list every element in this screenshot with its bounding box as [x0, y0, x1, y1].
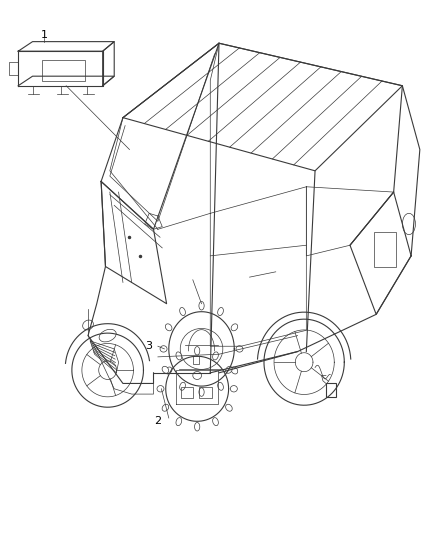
Ellipse shape [199, 388, 204, 397]
Ellipse shape [212, 352, 219, 360]
Ellipse shape [218, 308, 223, 316]
Ellipse shape [162, 366, 169, 373]
Ellipse shape [226, 404, 232, 411]
Ellipse shape [162, 404, 169, 411]
Ellipse shape [194, 346, 200, 355]
Ellipse shape [230, 385, 237, 392]
Ellipse shape [157, 385, 164, 392]
Ellipse shape [165, 324, 172, 331]
Ellipse shape [176, 418, 182, 426]
Ellipse shape [218, 382, 223, 390]
Ellipse shape [180, 308, 185, 316]
Ellipse shape [231, 367, 238, 374]
Text: 2: 2 [154, 416, 162, 426]
Ellipse shape [231, 324, 238, 331]
Ellipse shape [236, 346, 243, 352]
Ellipse shape [180, 382, 185, 390]
Text: 3: 3 [146, 341, 152, 351]
Ellipse shape [194, 423, 200, 431]
Ellipse shape [176, 352, 182, 360]
Ellipse shape [165, 367, 172, 374]
Ellipse shape [226, 366, 232, 373]
Ellipse shape [199, 302, 204, 310]
Text: 1: 1 [41, 30, 48, 41]
Ellipse shape [212, 418, 219, 426]
Ellipse shape [160, 346, 167, 352]
